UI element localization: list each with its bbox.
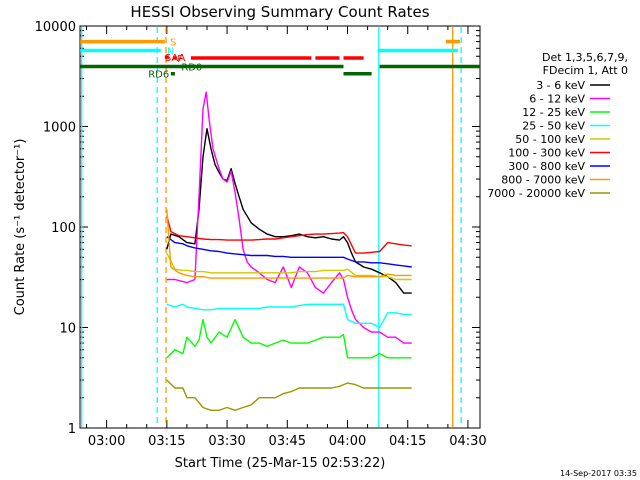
y-tick-label: 10 [59, 322, 76, 337]
legend-header: FDecim 1, Att 0 [543, 64, 628, 77]
y-axis-label: Count Rate (s⁻¹ detector⁻¹) [13, 139, 28, 316]
x-tick-label: 03:15 [148, 434, 185, 449]
flag-label: N [167, 47, 174, 58]
flag-label: F [177, 54, 183, 65]
legend-entry-label: 6 - 12 keV [529, 93, 585, 106]
series-layer [166, 91, 412, 411]
legend-entry-label: 100 - 300 keV [508, 147, 585, 160]
legend-entry-label: 25 - 50 keV [522, 120, 585, 133]
x-axis-label: Start Time (25-Mar-15 02:53:22) [175, 456, 386, 471]
series-line-5 [166, 252, 412, 281]
series-line-6 [166, 215, 412, 254]
series-line-4 [166, 303, 412, 329]
legend-header: Det 1,3,5,6,7,9, [542, 51, 628, 64]
x-tick-label: 03:30 [208, 434, 245, 449]
vertical-markers [81, 27, 462, 427]
x-tick-label: 04:30 [449, 434, 486, 449]
series-line-2 [166, 91, 412, 344]
flag-label: RD6 [148, 70, 169, 81]
flag-label: RD0 [181, 63, 202, 74]
legend-entry-label: 3 - 6 keV [536, 79, 585, 92]
series-line-1 [166, 127, 412, 294]
series-line-7 [166, 236, 412, 268]
x-tick-label: 04:00 [329, 434, 366, 449]
chart-title: HESSI Observing Summary Count Rates [130, 3, 429, 21]
series-line-8 [166, 209, 412, 279]
plot-frame [79, 25, 481, 429]
legend-entry-label: 300 - 800 keV [508, 160, 585, 173]
legend-entry-label: 800 - 7000 keV [501, 174, 585, 187]
date-stamp: 14-Sep-2017 03:35 [560, 469, 637, 478]
legend-entry-label: 7000 - 20000 keV [487, 187, 585, 200]
x-axis: 03:00 03:15 03:30 03:45 04:00 04:15 04:30 [86, 26, 487, 449]
flag-label: SAA [165, 53, 186, 64]
x-tick-label: 03:45 [269, 434, 306, 449]
legend-entry-label: 12 - 25 keV [522, 106, 585, 119]
series-line-3 [166, 318, 412, 359]
x-tick-label: 04:15 [389, 434, 426, 449]
y-tick-label: 10000 [35, 20, 76, 35]
series-line-9 [166, 379, 412, 411]
y-tick-label: 1 [68, 422, 76, 437]
flag-label: S [170, 38, 176, 49]
legend-entry-label: 50 - 100 keV [515, 133, 585, 146]
y-tick-label: 1000 [43, 121, 76, 136]
x-tick-label: 03:00 [88, 434, 125, 449]
y-tick-label: 100 [51, 221, 76, 236]
legend: Det 1,3,5,6,7,9,FDecim 1, Att 0 3 - 6 keV… [487, 51, 628, 200]
